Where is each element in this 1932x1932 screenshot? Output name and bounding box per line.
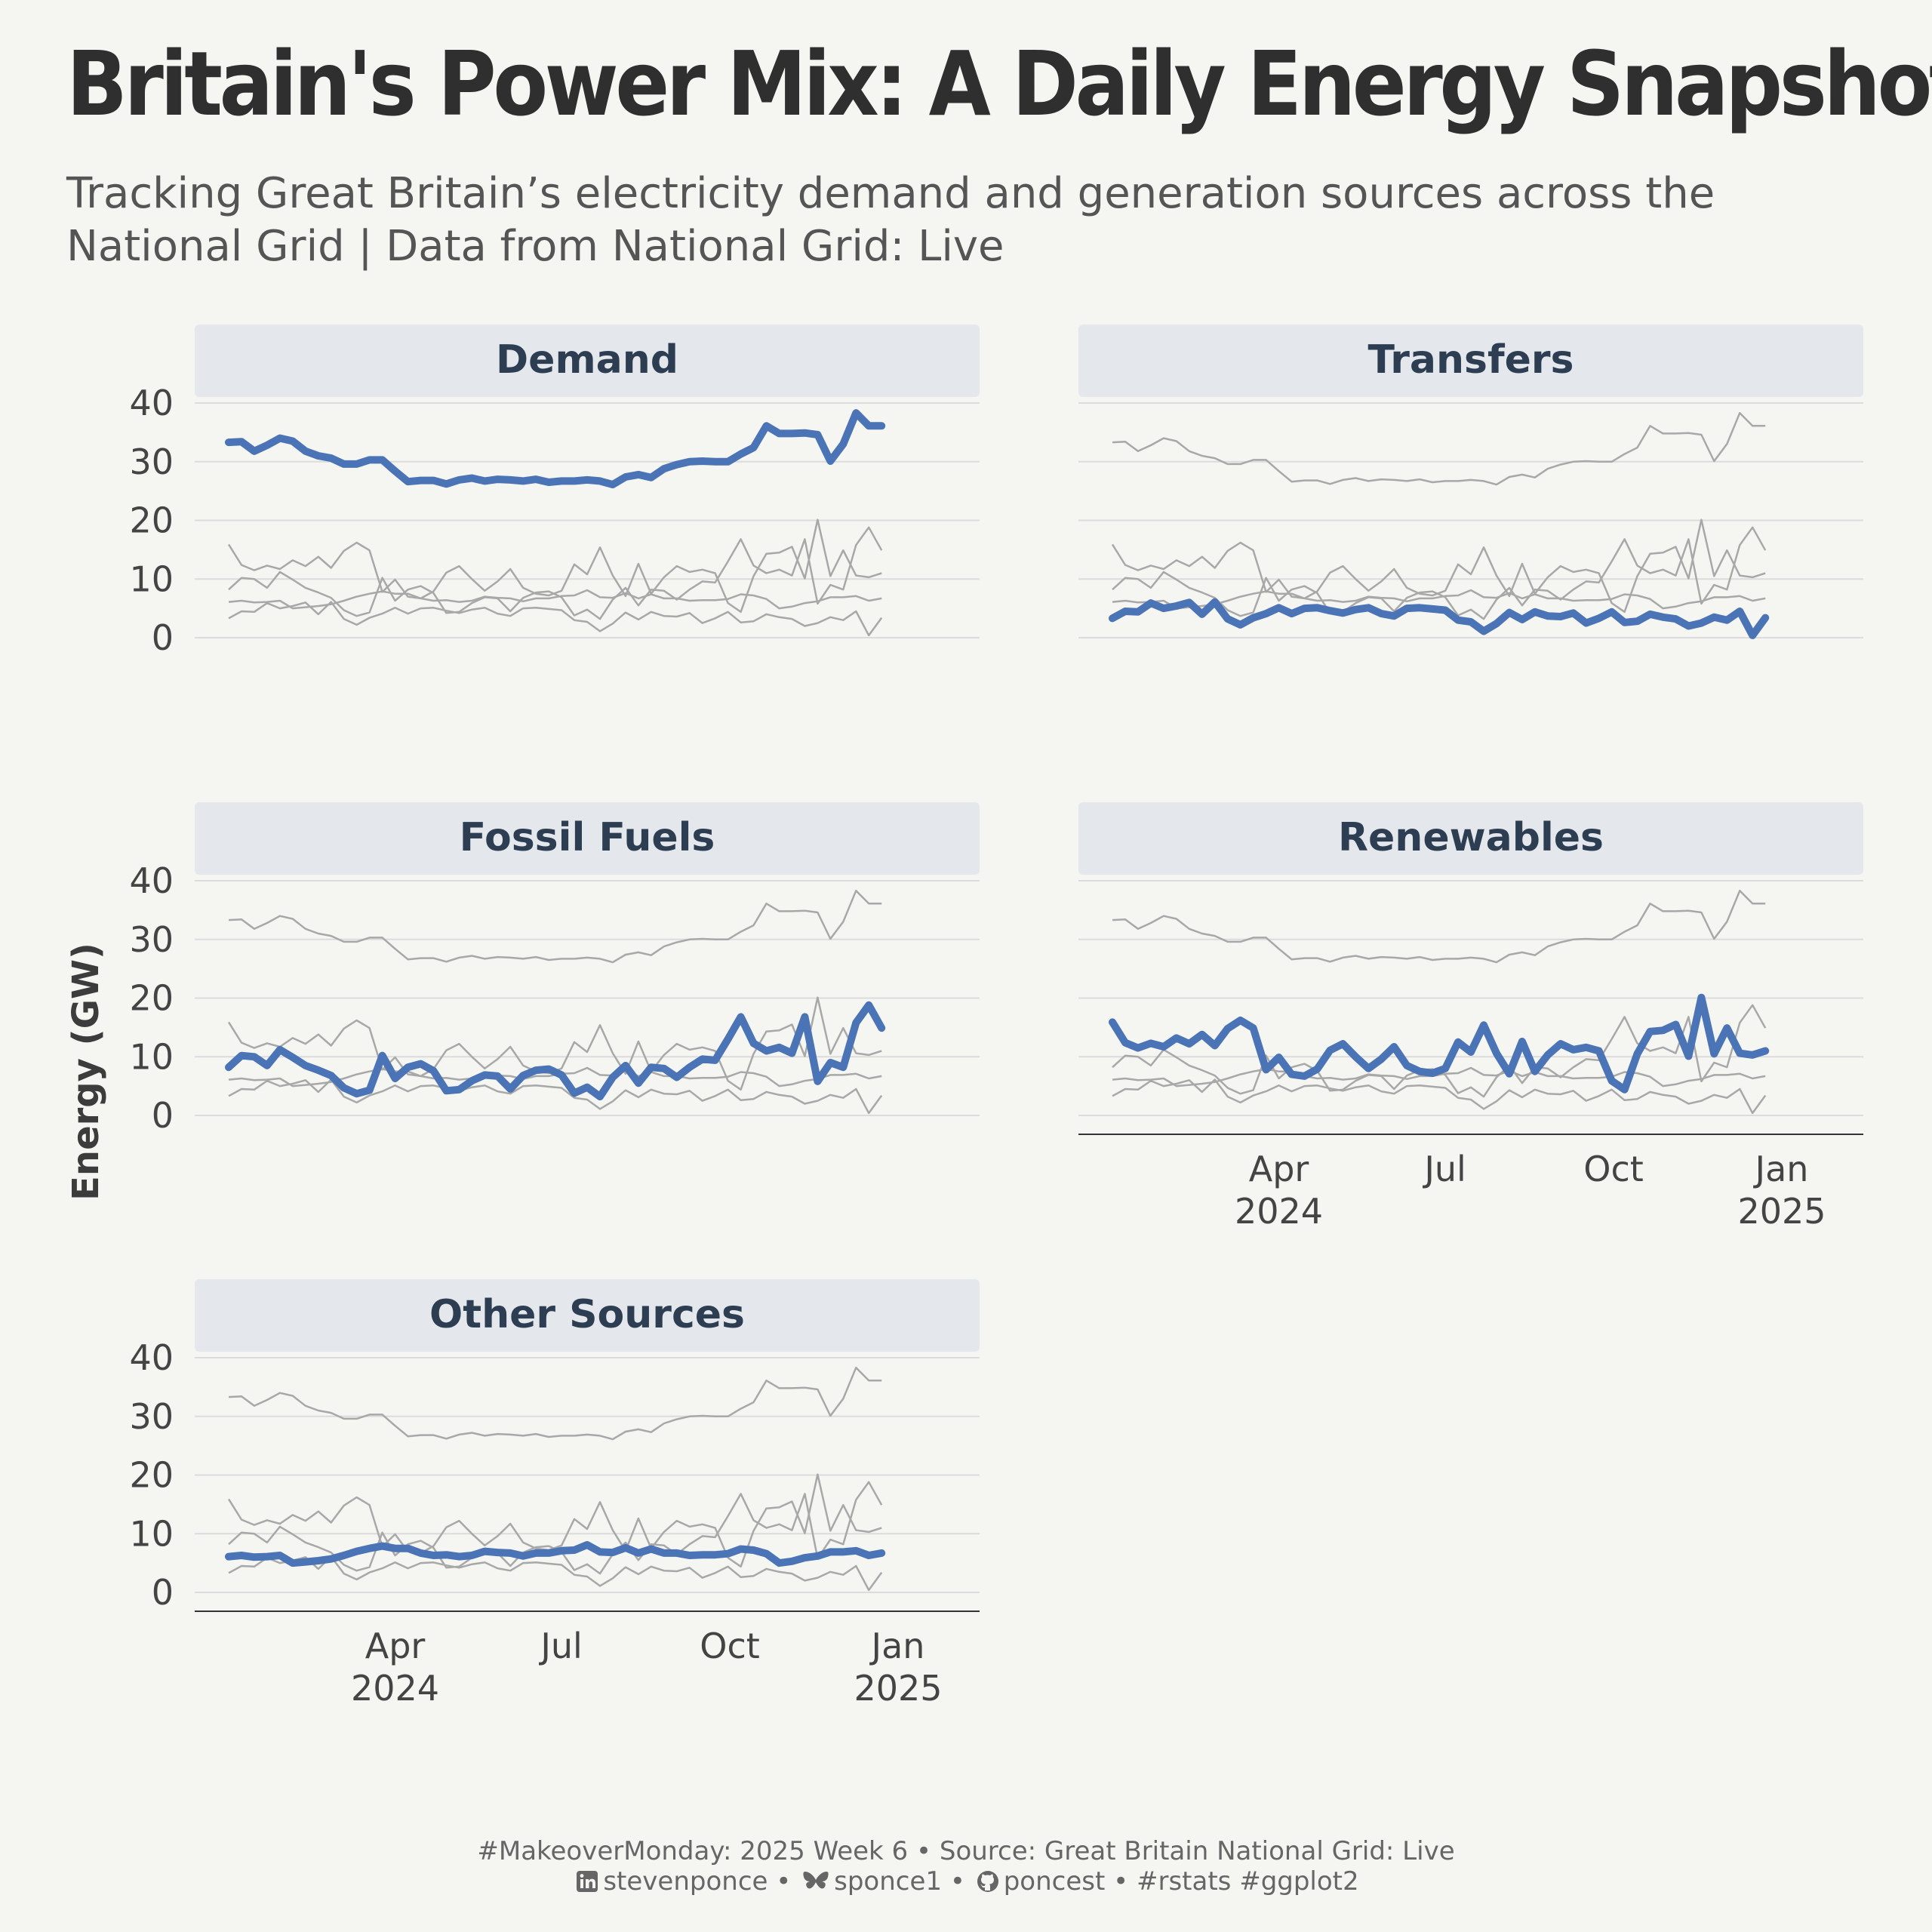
- y-tick-label: 10: [129, 1036, 174, 1077]
- context-line: [227, 1473, 882, 1568]
- series-line: [225, 409, 886, 489]
- y-tick-label: 10: [129, 558, 174, 599]
- linkedin-icon: [577, 1871, 598, 1892]
- context-line: [1112, 589, 1766, 610]
- context-line: [1112, 1078, 1767, 1115]
- y-tick-label: 20: [129, 500, 174, 541]
- bluesky-butterfly-icon: [803, 1872, 829, 1889]
- context-line: [1111, 518, 1766, 614]
- y-tick-label: 30: [129, 1396, 174, 1437]
- panel-demand: Demand 0 10 20 30 40: [129, 325, 980, 658]
- context-line: [228, 1366, 882, 1441]
- x-tick-label: Apr: [365, 1626, 426, 1666]
- y-tick-label: 40: [129, 1337, 174, 1378]
- chart-title: Britain's Power Mix: A Daily Energy Snap…: [66, 32, 1932, 136]
- y-tick-label: 0: [152, 1095, 174, 1136]
- caption-separator: •: [949, 1866, 965, 1897]
- panel-strip: [1078, 802, 1863, 875]
- context-line: [228, 1555, 883, 1592]
- caption-social: stevenponce • sponce1 • poncest • #rstat…: [0, 1866, 1932, 1897]
- y-tick-label: 30: [129, 441, 174, 482]
- panel-title: Transfers: [1368, 337, 1574, 383]
- series-line: [1109, 598, 1770, 639]
- x-tick-label: Jan: [1753, 1149, 1809, 1189]
- y-tick-label: 20: [129, 1455, 174, 1496]
- x-tick-year-label: 2025: [1737, 1191, 1826, 1232]
- panel-strip: [195, 1279, 980, 1352]
- context-line: [1112, 411, 1766, 486]
- panel-title: Renewables: [1338, 815, 1604, 860]
- x-tick-label: Jul: [1422, 1149, 1466, 1189]
- x-tick-year-label: 2025: [854, 1668, 942, 1709]
- y-axis-title: Energy (GW): [65, 943, 107, 1201]
- panel-strip: [1078, 325, 1863, 397]
- context-line: [228, 589, 882, 610]
- caption-source: #MakeoverMonday: 2025 Week 6 • Source: G…: [477, 1836, 1455, 1866]
- panel-fossil-fuels: Fossil Fuels 0 10 20 30 40: [129, 802, 980, 1136]
- context-line: [228, 601, 883, 637]
- y-tick-label: 30: [129, 919, 174, 960]
- caption-separator: •: [1113, 1866, 1129, 1897]
- panel-title: Fossil Fuels: [460, 815, 715, 860]
- panel-strip: [195, 802, 980, 875]
- series-line: [225, 1001, 886, 1101]
- y-tick-label: 0: [152, 1572, 174, 1613]
- y-tick-label: 10: [129, 1513, 174, 1554]
- panel-transfers: Transfers: [1078, 325, 1863, 639]
- context-line: [228, 526, 883, 620]
- chart-subtitle: Tracking Great Britain’s electricity dem…: [66, 169, 1715, 271]
- x-tick-label: Jan: [869, 1626, 925, 1666]
- x-tick-label: Apr: [1249, 1149, 1309, 1189]
- y-tick-label: 20: [129, 978, 174, 1019]
- y-tick-label: 40: [129, 383, 174, 423]
- context-line: [1112, 889, 1766, 964]
- caption-tags: #rstats #ggplot2: [1137, 1866, 1359, 1897]
- context-line: [1112, 526, 1767, 620]
- x-tick-label: Oct: [1583, 1149, 1644, 1189]
- caption-bluesky[interactable]: sponce1: [834, 1866, 943, 1897]
- x-tick-label: Oct: [700, 1626, 760, 1666]
- caption-github[interactable]: poncest: [1003, 1866, 1106, 1897]
- context-line: [228, 889, 882, 964]
- context-line: [227, 518, 882, 614]
- caption-linkedin[interactable]: stevenponce: [603, 1866, 768, 1897]
- x-tick-label: Jul: [538, 1626, 583, 1666]
- series-line: [225, 1541, 886, 1567]
- caption-separator: •: [776, 1866, 792, 1897]
- panel-title: Other Sources: [429, 1292, 745, 1337]
- x-tick-year-label: 2024: [1235, 1191, 1323, 1232]
- github-icon: [977, 1871, 998, 1892]
- series-line: [1109, 993, 1770, 1094]
- context-line: [228, 1078, 883, 1115]
- x-tick-year-label: 2024: [351, 1668, 439, 1709]
- panel-strip: [195, 325, 980, 397]
- panel-title: Demand: [496, 337, 678, 383]
- y-tick-label: 40: [129, 860, 174, 901]
- y-tick-label: 0: [152, 617, 174, 658]
- context-line: [1112, 1066, 1766, 1088]
